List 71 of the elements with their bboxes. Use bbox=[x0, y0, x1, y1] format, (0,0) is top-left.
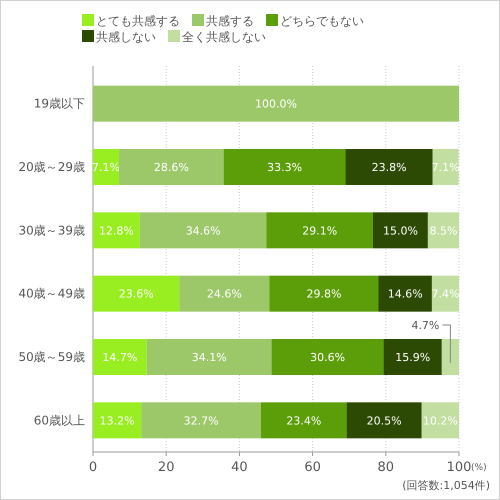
bar bbox=[93, 339, 147, 375]
data-label: 28.6% bbox=[154, 161, 189, 174]
data-label: 33.3% bbox=[267, 161, 302, 174]
bar bbox=[384, 339, 442, 375]
data-label: 7.1% bbox=[92, 161, 120, 174]
bar bbox=[272, 339, 384, 375]
x-tick-label: 20 bbox=[158, 460, 174, 475]
bar bbox=[442, 339, 459, 375]
bar bbox=[224, 149, 346, 185]
bar bbox=[432, 149, 459, 185]
legend-label: 共感する bbox=[206, 14, 254, 28]
y-tick-label: 30歳～39歳 bbox=[18, 223, 85, 238]
bar bbox=[146, 339, 272, 375]
data-label: 14.7% bbox=[102, 351, 138, 364]
bar bbox=[93, 276, 180, 312]
x-tick-label: 0 bbox=[88, 460, 98, 475]
legend-label: どちらでもない bbox=[280, 14, 364, 28]
bar bbox=[378, 276, 432, 312]
bar bbox=[140, 212, 266, 248]
data-label: 14.6% bbox=[388, 288, 423, 301]
data-label: 8.5% bbox=[429, 224, 458, 238]
bar bbox=[346, 149, 433, 185]
legend-label: 共感しない bbox=[96, 30, 156, 44]
bar bbox=[346, 402, 422, 438]
y-tick-label: 60歳以上 bbox=[34, 413, 85, 428]
bar bbox=[93, 149, 119, 185]
bar bbox=[179, 276, 270, 312]
data-label: 7.4% bbox=[431, 288, 460, 301]
data-label: 23.8% bbox=[372, 161, 407, 174]
legend-label: とても共感する bbox=[96, 14, 180, 28]
bar bbox=[428, 212, 459, 248]
bar bbox=[93, 212, 140, 248]
y-tick-label: 20歳～29歳 bbox=[18, 160, 85, 174]
bar bbox=[432, 276, 459, 312]
bar bbox=[422, 402, 459, 438]
bar bbox=[93, 86, 459, 122]
bar bbox=[266, 212, 373, 248]
data-label: 32.7% bbox=[184, 414, 219, 428]
data-label: 29.1% bbox=[302, 224, 338, 238]
bar bbox=[118, 149, 224, 185]
x-axis-title: (%) bbox=[471, 463, 487, 473]
bar bbox=[269, 276, 378, 312]
x-tick-label: 80 bbox=[378, 460, 394, 475]
data-label: 29.8% bbox=[306, 288, 342, 301]
data-label: 12.8% bbox=[98, 224, 134, 238]
data-label: 4.7% bbox=[411, 319, 440, 332]
x-tick-label: 60 bbox=[304, 460, 321, 475]
y-tick-label: 19歳以下 bbox=[34, 96, 85, 111]
data-label: 10.2% bbox=[422, 414, 458, 428]
x-tick-label: 40 bbox=[231, 460, 248, 475]
y-tick-label: 40歳～49歳 bbox=[18, 286, 85, 301]
x-tick-label: 100 bbox=[446, 460, 472, 475]
data-label: 23.4% bbox=[286, 414, 322, 428]
bar bbox=[141, 402, 261, 438]
data-label: 24.6% bbox=[206, 288, 242, 301]
data-label: 34.6% bbox=[186, 224, 221, 238]
data-label: 7.1% bbox=[432, 161, 460, 174]
data-label: 15.0% bbox=[382, 224, 418, 238]
legend-label: 全く共感しない bbox=[182, 30, 266, 44]
bar bbox=[260, 402, 347, 438]
text: (回答数:1,054件) bbox=[402, 479, 490, 492]
data-label: 15.9% bbox=[395, 351, 430, 364]
data-label: 13.2% bbox=[100, 414, 135, 428]
bar bbox=[372, 212, 428, 248]
data-label: 23.6% bbox=[118, 288, 154, 301]
data-label: 34.1% bbox=[192, 351, 227, 364]
data-label: 20.5% bbox=[366, 414, 402, 428]
data-label: 100.0% bbox=[255, 98, 297, 111]
bar bbox=[93, 402, 142, 438]
y-tick-label: 50歳～59歳 bbox=[18, 350, 85, 364]
data-label: 30.6% bbox=[310, 351, 346, 364]
